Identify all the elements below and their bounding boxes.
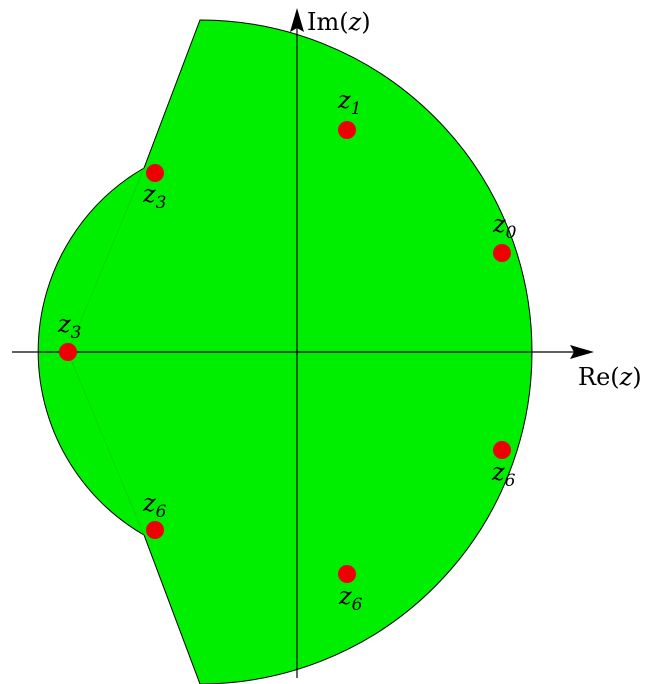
label-z1-var: z [337, 86, 351, 114]
label-z1-sub: 1 [351, 99, 362, 119]
real-axis-label: Re(z) [578, 363, 642, 391]
point-z6-outer [338, 565, 356, 583]
point-z3-upper [146, 164, 164, 182]
point-z0 [493, 244, 511, 262]
label-z1: z1 [337, 86, 361, 119]
imaginary-axis-label-suffix: ) [361, 8, 370, 36]
point-z6-inner [146, 521, 164, 539]
label-z6-right: z6 [491, 458, 516, 491]
real-axis-arrowhead [570, 345, 594, 359]
label-z0-var: z [492, 210, 506, 238]
point-z6-right [493, 441, 511, 459]
label-z3-axis: z3 [57, 310, 81, 343]
label-z6-inner-var: z [142, 489, 156, 517]
region-side-line-upper [67, 167, 145, 353]
label-z6-outer: z6 [338, 582, 363, 615]
point-z3-axis [59, 343, 77, 361]
label-z6-right-sub: 6 [505, 471, 516, 491]
label-z6-right-var: z [491, 458, 505, 486]
label-z0-sub: 0 [506, 223, 517, 243]
label-z3-upper-var: z [142, 180, 156, 208]
label-z0: z0 [492, 210, 517, 243]
label-z3-upper: z3 [142, 180, 166, 213]
label-z6-inner-sub: 6 [156, 502, 167, 522]
imaginary-axis-label-prefix: Im( [307, 8, 349, 36]
imaginary-axis-arrowhead [290, 8, 304, 32]
real-axis-label-suffix: ) [632, 363, 641, 391]
imaginary-axis-label-var: z [348, 8, 362, 36]
label-z6-inner: z6 [142, 489, 167, 522]
label-z6-outer-sub: 6 [352, 595, 363, 615]
region-side-line-lower [67, 351, 145, 536]
imaginary-axis-label: Im(z) [307, 8, 371, 36]
label-z3-axis-sub: 3 [71, 323, 82, 343]
label-z6-outer-var: z [338, 582, 352, 610]
label-z3-axis-var: z [57, 310, 71, 338]
real-axis-label-var: z [619, 363, 633, 391]
point-z1-upper [338, 121, 356, 139]
real-axis-label-prefix: Re( [578, 363, 620, 391]
label-z3-upper-sub: 3 [156, 193, 167, 213]
